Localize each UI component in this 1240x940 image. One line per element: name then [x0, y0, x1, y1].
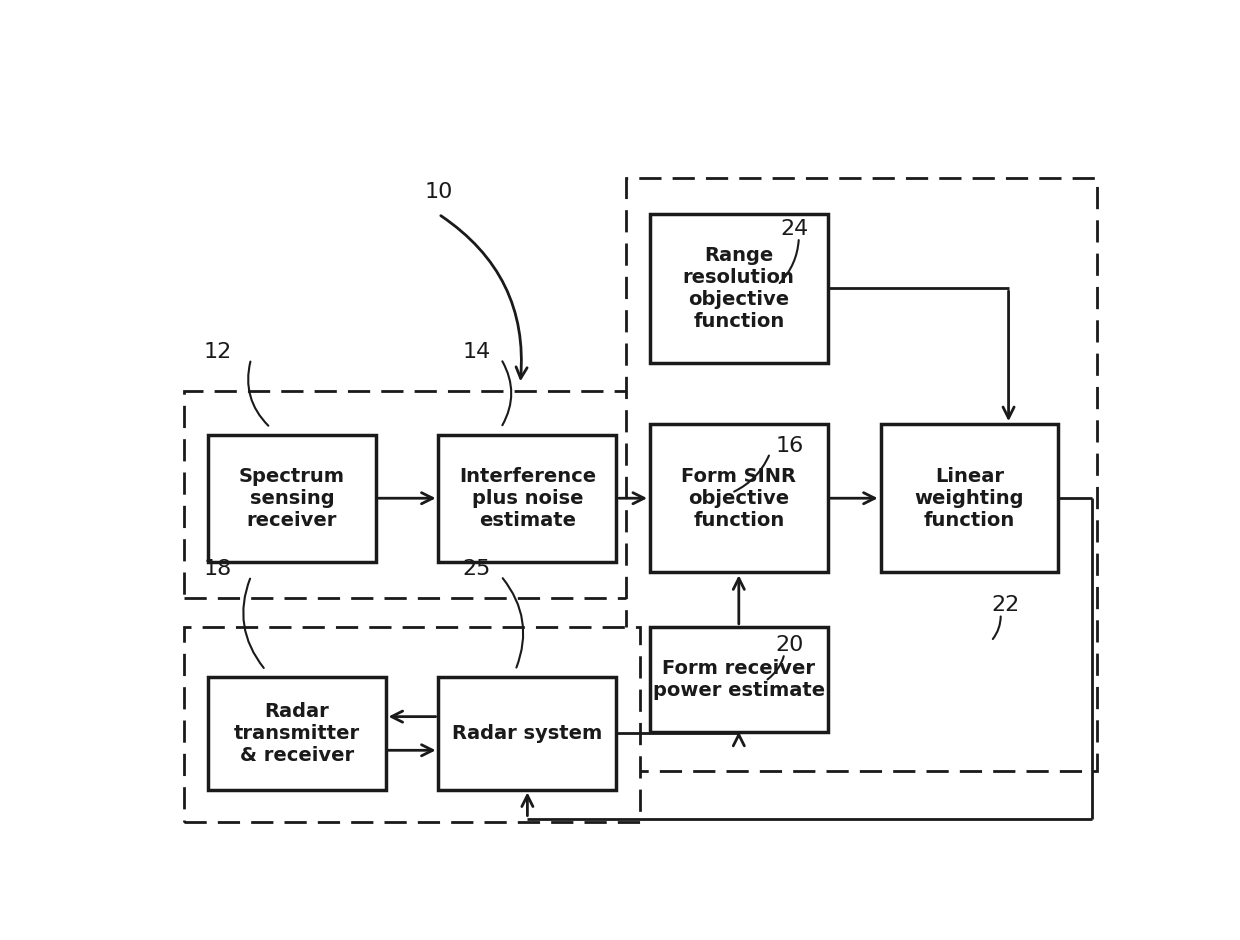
Text: 16: 16	[775, 436, 804, 456]
FancyBboxPatch shape	[439, 435, 616, 561]
FancyBboxPatch shape	[184, 391, 640, 598]
FancyBboxPatch shape	[880, 424, 1058, 572]
Text: 25: 25	[463, 558, 491, 579]
Text: 12: 12	[203, 341, 232, 362]
Text: 22: 22	[991, 595, 1019, 615]
Text: 18: 18	[203, 558, 232, 579]
Text: Radar system: Radar system	[453, 724, 603, 743]
Text: Interference
plus noise
estimate: Interference plus noise estimate	[459, 467, 596, 530]
FancyBboxPatch shape	[650, 214, 828, 363]
Text: 10: 10	[424, 182, 453, 202]
Text: Linear
weighting
function: Linear weighting function	[915, 467, 1024, 530]
Text: Radar
transmitter
& receiver: Radar transmitter & receiver	[233, 702, 360, 765]
FancyBboxPatch shape	[184, 627, 640, 822]
FancyBboxPatch shape	[439, 678, 616, 790]
Text: Form SINR
objective
function: Form SINR objective function	[681, 467, 796, 530]
Text: Range
resolution
objective
function: Range resolution objective function	[683, 246, 795, 331]
Text: 24: 24	[780, 219, 808, 239]
Text: Spectrum
sensing
receiver: Spectrum sensing receiver	[239, 467, 345, 530]
Text: Form receiver
power estimate: Form receiver power estimate	[652, 659, 825, 699]
Text: 20: 20	[775, 634, 804, 655]
FancyBboxPatch shape	[650, 424, 828, 572]
FancyBboxPatch shape	[650, 627, 828, 731]
Text: 14: 14	[463, 341, 491, 362]
FancyBboxPatch shape	[208, 435, 376, 561]
FancyBboxPatch shape	[208, 678, 386, 790]
FancyBboxPatch shape	[626, 178, 1096, 772]
